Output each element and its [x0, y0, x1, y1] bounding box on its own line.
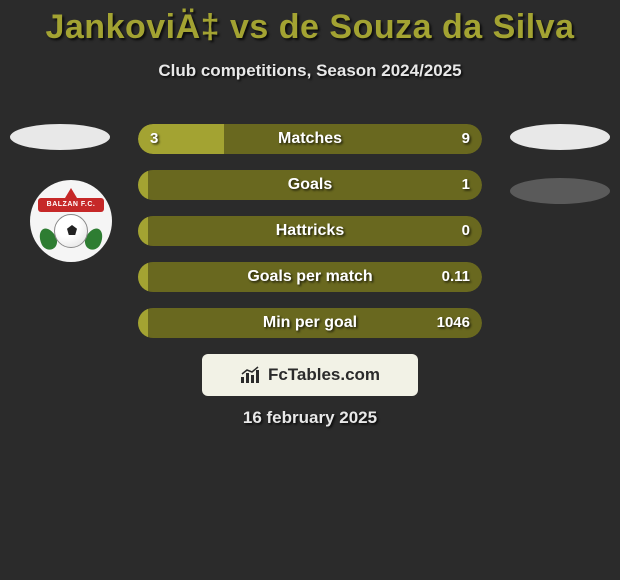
bar-left-segment	[138, 308, 148, 338]
crest-ball-icon	[54, 214, 88, 248]
bar-right-segment	[148, 170, 482, 200]
player-right-badge	[510, 124, 610, 150]
bar-left-segment	[138, 262, 148, 292]
bar-value-right: 0	[462, 216, 470, 246]
bar-value-right: 0.11	[442, 262, 470, 292]
player-left-badge	[10, 124, 110, 150]
branding-badge: FcTables.com	[202, 354, 418, 396]
crest-banner: BALZAN F.C.	[38, 198, 104, 212]
bar-value-left: 3	[150, 124, 158, 154]
bar-value-right: 1046	[437, 308, 470, 338]
stat-row: Min per goal1046	[138, 308, 482, 338]
bar-value-right: 9	[462, 124, 470, 154]
branding-text: FcTables.com	[268, 365, 380, 385]
date-label: 16 february 2025	[0, 408, 620, 428]
crest-cross-icon	[65, 188, 77, 198]
bar-left-segment	[138, 216, 148, 246]
bar-right-segment	[148, 216, 482, 246]
bar-value-right: 1	[462, 170, 470, 200]
bar-right-segment	[224, 124, 482, 154]
page-title: JankoviÄ‡ vs de Souza da Silva	[0, 0, 620, 47]
subtitle: Club competitions, Season 2024/2025	[0, 61, 620, 81]
bar-left-segment	[138, 170, 148, 200]
stat-row: Matches39	[138, 124, 482, 154]
stat-row: Hattricks0	[138, 216, 482, 246]
club-crest: BALZAN F.C.	[30, 180, 112, 262]
stat-row: Goals per match0.11	[138, 262, 482, 292]
player-right-badge-secondary	[510, 178, 610, 204]
bar-right-segment	[148, 262, 482, 292]
bar-right-segment	[148, 308, 482, 338]
comparison-bars: Matches39Goals1Hattricks0Goals per match…	[138, 124, 482, 354]
stat-row: Goals1	[138, 170, 482, 200]
chart-icon	[240, 366, 262, 384]
